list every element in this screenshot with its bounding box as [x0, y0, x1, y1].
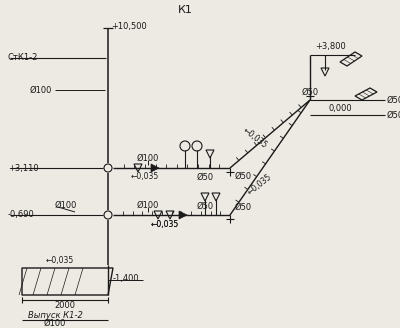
Text: К1: К1 [178, 5, 192, 15]
Text: Ø50: Ø50 [234, 172, 252, 180]
Text: 0,000: 0,000 [328, 104, 352, 113]
Text: Ø50: Ø50 [196, 201, 214, 211]
Text: Выпуск К1-2: Выпуск К1-2 [28, 311, 82, 319]
Text: 2000: 2000 [54, 300, 76, 310]
Text: Ø100: Ø100 [30, 86, 52, 94]
Text: ←0,035: ←0,035 [131, 173, 159, 181]
Text: Ø50: Ø50 [196, 173, 214, 181]
Text: Ø50: Ø50 [234, 202, 252, 212]
Text: ←0,035: ←0,035 [151, 219, 179, 229]
Text: +10,500: +10,500 [111, 22, 147, 31]
Text: Ø100: Ø100 [137, 200, 159, 210]
Text: +3,800: +3,800 [315, 43, 346, 51]
Text: Ø50: Ø50 [387, 111, 400, 119]
Text: ←0,035: ←0,035 [46, 256, 74, 264]
Text: Ø50: Ø50 [387, 95, 400, 105]
Text: Ø100: Ø100 [55, 200, 77, 210]
Polygon shape [151, 164, 159, 172]
Text: ←0,035: ←0,035 [151, 219, 179, 229]
Polygon shape [179, 211, 187, 219]
Text: Ø100: Ø100 [137, 154, 159, 162]
Text: ←0,035: ←0,035 [246, 173, 274, 197]
Text: Ø50: Ø50 [302, 88, 318, 96]
Text: -1,400: -1,400 [113, 274, 140, 282]
Text: ←0,035: ←0,035 [241, 126, 269, 150]
Text: -0,690: -0,690 [8, 211, 35, 219]
Text: Ø100: Ø100 [44, 318, 66, 327]
Text: СтК1-2: СтК1-2 [8, 53, 38, 63]
Text: +3,110: +3,110 [8, 163, 39, 173]
